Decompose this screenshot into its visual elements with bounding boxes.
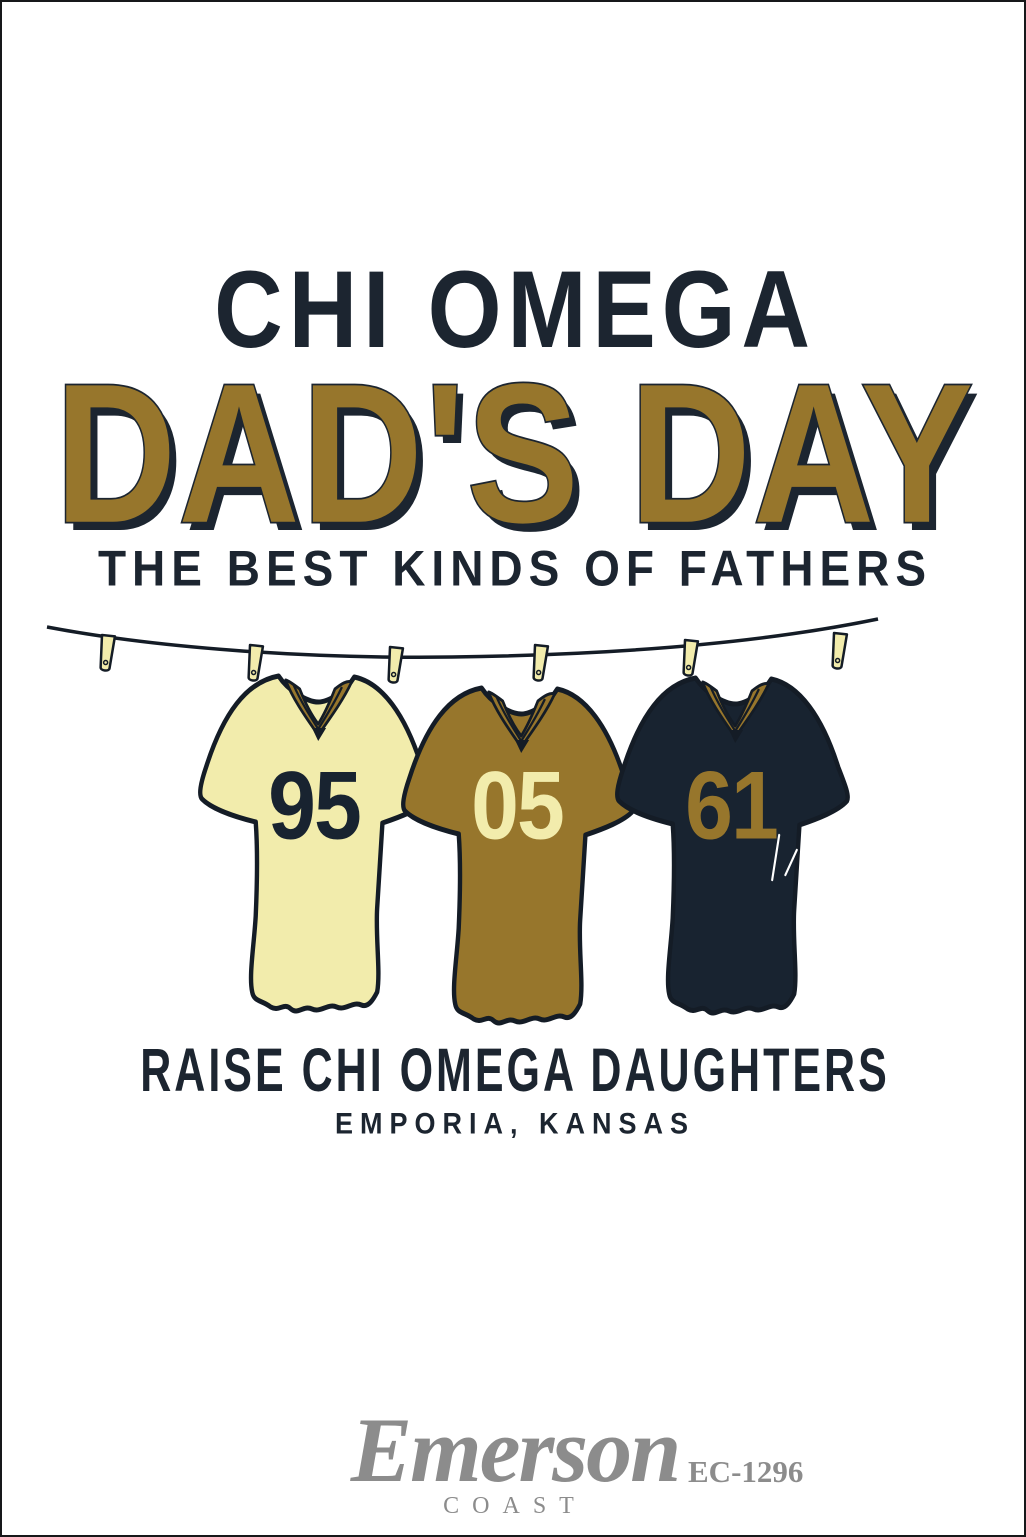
svg-text:05: 05: [471, 752, 563, 860]
svg-text:61: 61: [685, 752, 777, 860]
svg-text:95: 95: [268, 752, 360, 860]
